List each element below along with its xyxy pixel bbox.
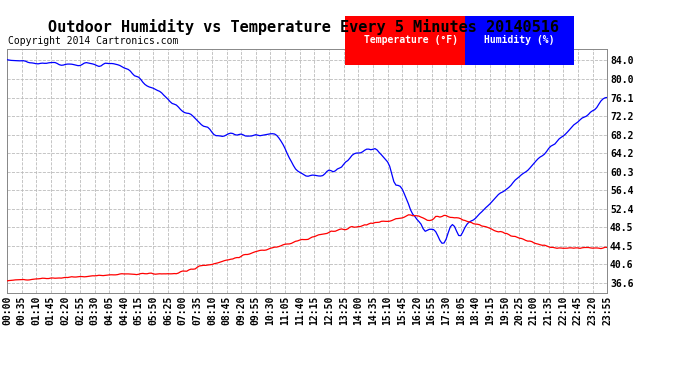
Text: Copyright 2014 Cartronics.com: Copyright 2014 Cartronics.com — [8, 36, 178, 46]
Text: Temperature (°F): Temperature (°F) — [364, 35, 458, 45]
Text: Humidity (%): Humidity (%) — [484, 35, 555, 45]
Text: Outdoor Humidity vs Temperature Every 5 Minutes 20140516: Outdoor Humidity vs Temperature Every 5 … — [48, 19, 559, 35]
